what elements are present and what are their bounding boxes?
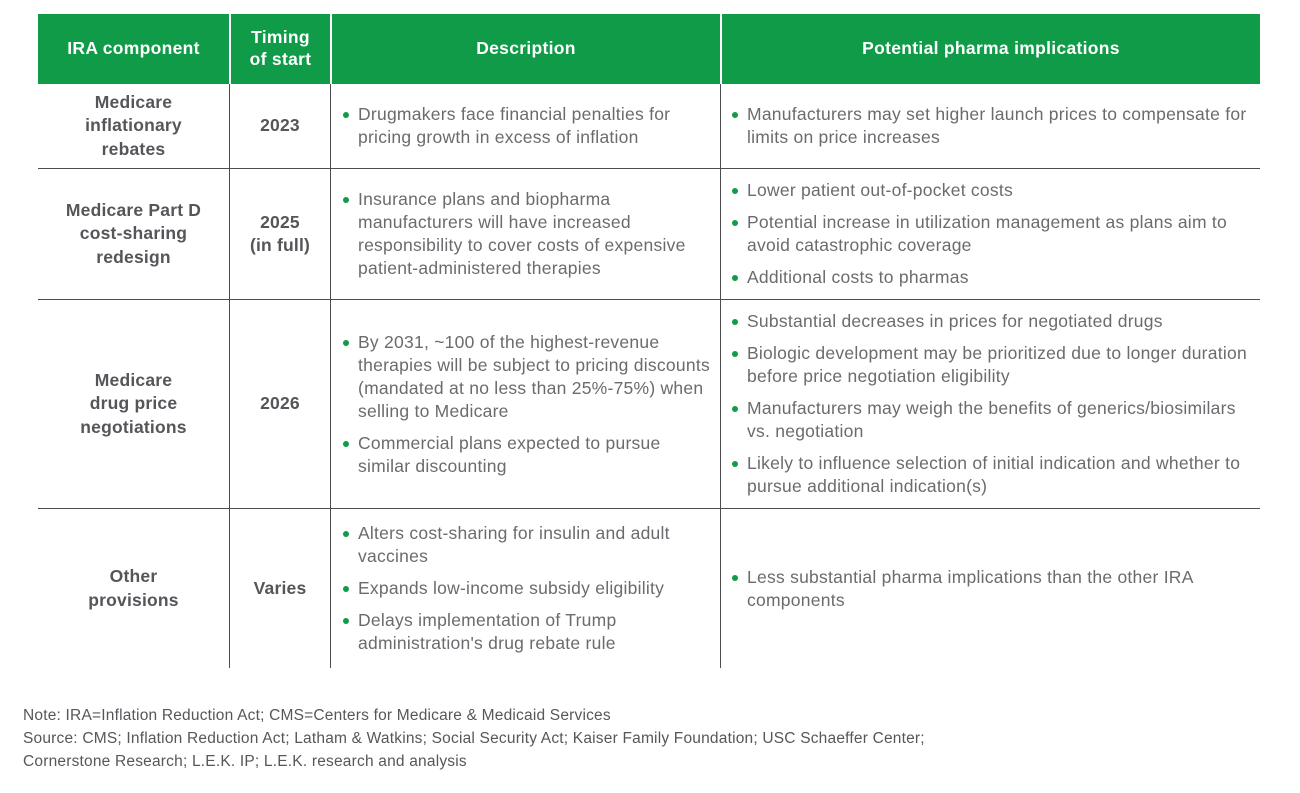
bullet-text: Alters cost-sharing for insulin and adul… [358,523,670,566]
bullet-text: Likely to influence selection of initial… [747,453,1241,496]
component-cell: Medicare drug price negotiations [80,370,187,437]
description-cell: Drugmakers face financial penalties for … [330,84,720,168]
component-cell: Medicare Part D cost-sharing redesign [65,200,202,267]
implications-cell: Less substantial pharma implications tha… [720,509,1260,668]
bullet-icon [343,618,349,624]
bullet-item: Substantial decreases in prices for nego… [732,310,1257,333]
table-header-row: IRA component Timing of start Descriptio… [38,14,1260,84]
timing-cell: Varies [229,509,330,668]
bullet-item: Insurance plans and biopharma manufactur… [343,188,714,280]
bullet-icon [343,440,349,447]
bullet-text: By 2031, ~100 of the highest-revenue the… [358,331,710,421]
source-text-line2: Cornerstone Research; L.E.K. IP; L.E.K. … [23,753,467,770]
table-row-drug-price-negotiations: Medicare drug price negotiations 2026 By… [38,299,1260,508]
implications-cell: Substantial decreases in prices for nego… [720,300,1260,508]
ira-components-table: IRA component Timing of start Descriptio… [38,14,1260,668]
column-header-potential-pharma-implications: Potential pharma implications [720,14,1260,84]
bullet-item: Commercial plans expected to pursue simi… [343,432,714,478]
column-header-description: Description [330,14,720,84]
bullet-icon [732,220,738,226]
bullet-text: Delays implementation of Trump administr… [358,610,617,653]
bullet-item: Likely to influence selection of initial… [732,452,1257,498]
bullet-item: Potential increase in utilization manage… [732,211,1257,257]
bullet-item: Additional costs to pharmas [732,266,1257,289]
bullet-text: Manufacturers may weigh the benefits of … [747,398,1236,441]
bullet-icon [732,188,738,194]
component-cell: Medicare inflationary rebates [85,92,182,159]
bullet-item: Delays implementation of Trump administr… [343,609,714,655]
column-header-timing-of-start: Timing of start [229,14,330,84]
column-header-ira-component: IRA component [67,38,200,59]
bullet-text: Substantial decreases in prices for nego… [747,311,1163,331]
bullet-icon [343,197,349,203]
bullet-icon [343,339,349,346]
description-cell: Insurance plans and biopharma manufactur… [330,169,720,299]
bullet-item: Manufacturers may weigh the benefits of … [732,397,1257,443]
timing-cell: 2023 [229,84,330,168]
description-cell: Alters cost-sharing for insulin and adul… [330,509,720,668]
bullet-text: Commercial plans expected to pursue simi… [358,432,661,476]
bullet-text: Expands low-income subsidy eligibility [358,578,665,598]
bullet-item: Manufacturers may set higher launch pric… [732,103,1257,149]
description-cell: By 2031, ~100 of the highest-revenue the… [330,300,720,508]
table-row-part-d-redesign: Medicare Part D cost-sharing redesign 20… [38,168,1260,299]
bullet-item: Biologic development may be prioritized … [732,342,1257,388]
bullet-icon [732,406,738,412]
implications-cell: Manufacturers may set higher launch pric… [720,84,1260,168]
footnotes: Note: IRA=Inflation Reduction Act; CMS=C… [23,704,925,773]
bullet-item: Expands low-income subsidy eligibility [343,577,714,600]
bullet-text: Additional costs to pharmas [747,267,969,287]
bullet-item: Drugmakers face financial penalties for … [343,103,714,149]
timing-cell: 2026 [229,300,330,508]
component-cell: Other provisions [88,566,179,610]
bullet-icon [732,275,738,281]
source-text-line1: Source: CMS; Inflation Reduction Act; La… [23,730,925,747]
bullet-text: Insurance plans and biopharma manufactur… [358,189,686,278]
bullet-icon [343,531,349,537]
bullet-icon [343,112,349,118]
bullet-icon [732,574,738,581]
bullet-icon [732,461,738,467]
bullet-text: Biologic development may be prioritized … [747,343,1247,386]
implications-cell: Lower patient out-of-pocket costs Potent… [720,169,1260,299]
table-row-other-provisions: Other provisions Varies Alters cost-shar… [38,508,1260,668]
bullet-icon [732,351,738,357]
bullet-icon [732,112,738,118]
bullet-icon [343,586,349,592]
bullet-item: By 2031, ~100 of the highest-revenue the… [343,331,714,423]
bullet-text: Drugmakers face financial penalties for … [358,104,671,147]
bullet-item: Lower patient out-of-pocket costs [732,179,1257,202]
timing-cell: 2025 (in full) [229,169,330,299]
bullet-text: Manufacturers may set higher launch pric… [747,104,1247,147]
bullet-text: Lower patient out-of-pocket costs [747,180,1014,200]
bullet-item: Alters cost-sharing for insulin and adul… [343,522,714,568]
bullet-text: Potential increase in utilization manage… [747,212,1227,255]
bullet-item: Less substantial pharma implications tha… [732,566,1257,612]
table-row-inflationary-rebates: Medicare inflationary rebates 2023 Drugm… [38,84,1260,168]
bullet-icon [732,319,738,325]
note-text: Note: IRA=Inflation Reduction Act; CMS=C… [23,707,611,724]
bullet-text: Less substantial pharma implications tha… [747,566,1193,610]
